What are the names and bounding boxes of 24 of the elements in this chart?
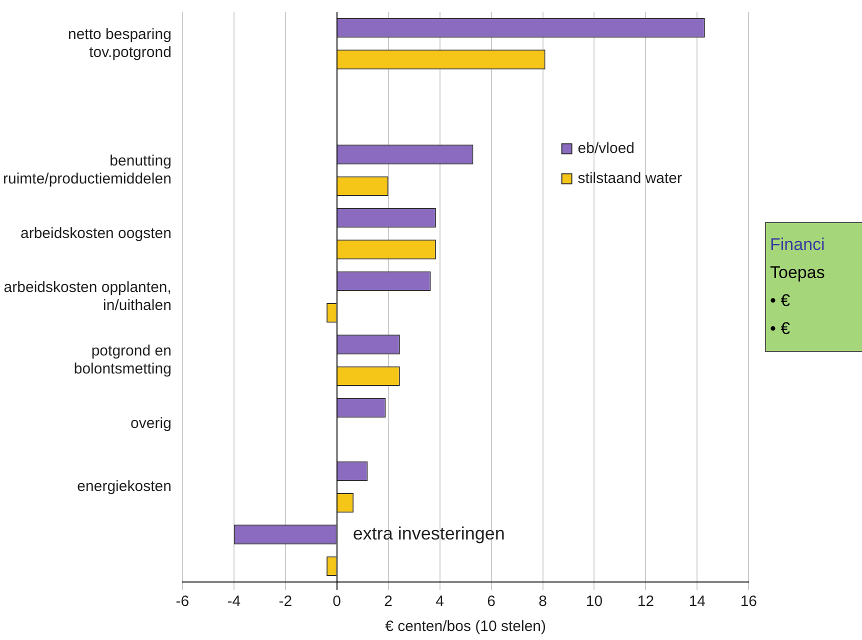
- y-tick-label: arbeidskosten opplanten, in/uithalen: [4, 279, 172, 314]
- y-tick-label: potgrond en bolontsmetting: [74, 342, 172, 378]
- x-tick-label: 6: [487, 593, 496, 610]
- x-tick-label: -2: [278, 593, 292, 610]
- y-tick-label: overig: [130, 414, 172, 432]
- x-tick-label: 8: [538, 593, 547, 610]
- x-tick-label: 14: [688, 593, 706, 610]
- x-tick-label: 12: [637, 593, 654, 610]
- legend-label: eb/vloed: [578, 140, 635, 157]
- x-tick-label: 10: [586, 593, 603, 610]
- legend-label: stilstaand water: [578, 170, 682, 187]
- y-tick-label: arbeidskosten oogsten: [20, 224, 172, 242]
- x-tick-label: 4: [436, 593, 444, 610]
- x-tick-label: -4: [227, 593, 241, 610]
- x-axis-title: € centen/bos (10 stelen): [385, 618, 546, 636]
- x-tick-label: 16: [740, 593, 757, 610]
- annotation: extra investeringen: [352, 523, 505, 544]
- y-tick-label: benutting ruimte/productiemiddelen: [3, 152, 172, 188]
- y-tick-label: energiekosten: [77, 478, 172, 496]
- x-tick-label: 2: [384, 593, 392, 610]
- x-tick-label: 0: [332, 593, 342, 610]
- y-tick-label: netto besparing tov.potgrond: [68, 26, 172, 61]
- note-box: Financi Toepas • € • €: [765, 222, 862, 352]
- x-tick-label: -6: [176, 593, 190, 610]
